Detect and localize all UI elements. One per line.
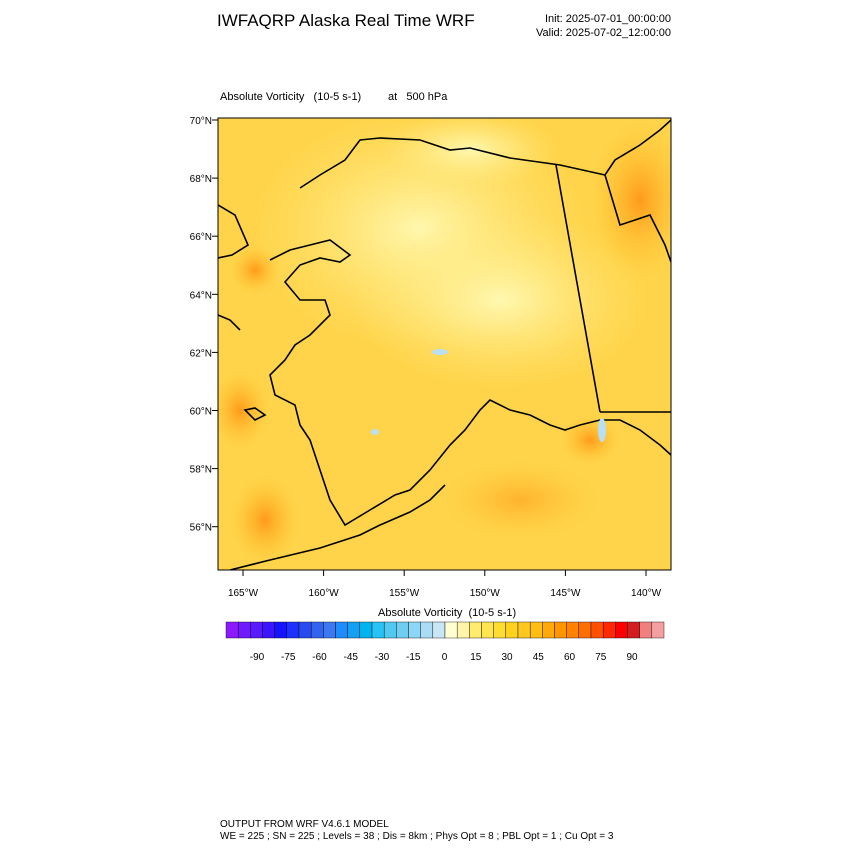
colorbar-label: -15 (406, 652, 421, 663)
colorbar-label: 75 (595, 652, 607, 663)
lat-label: 58°N (190, 465, 212, 476)
colorbar: -90 -75 -60 -45 -30 -15 0 15 30 45 60 75 90 (225, 621, 665, 663)
colorbar-box (517, 621, 531, 639)
lon-label: 140°W (631, 588, 662, 599)
colorbar-box (481, 621, 494, 639)
valid-time: Valid: 2025-07-02_12:00:00 (536, 27, 671, 39)
lat-label: 68°N (190, 174, 212, 185)
colorbar-box (262, 621, 275, 639)
colorbar-label: 60 (564, 652, 576, 663)
colorbar-box (444, 621, 458, 639)
map (218, 118, 671, 570)
colorbar-box (225, 621, 239, 639)
footer-line: OUTPUT FROM WRF V4.6.1 MODEL (220, 819, 389, 830)
colorbar-label: -30 (375, 652, 390, 663)
colorbar-box (505, 621, 519, 639)
title: IWFAQRP Alaska Real Time WRF (217, 11, 475, 30)
colorbar-label: 90 (626, 652, 638, 663)
lat-label: 56°N (190, 523, 212, 534)
colorbar-box (383, 621, 397, 639)
footer-line: WE = 225 ; SN = 225 ; Levels = 38 ; Dis … (220, 831, 614, 842)
colorbar-label: -75 (281, 652, 296, 663)
lat-label: 60°N (190, 407, 212, 418)
colorbar-box (335, 621, 348, 639)
colorbar-label: 0 (442, 652, 448, 663)
colorbar-box (396, 621, 409, 639)
colorbar-box (408, 621, 421, 639)
colorbar-label: 30 (501, 652, 513, 663)
colorbar-label: -90 (250, 652, 265, 663)
colorbar-label: 15 (470, 652, 482, 663)
colorbar-box (286, 621, 300, 639)
lat-label: 66°N (190, 232, 212, 243)
colorbar-label: -45 (344, 652, 359, 663)
colorbar-box (371, 621, 385, 639)
colorbar-box (615, 621, 628, 639)
colorbar-box (566, 621, 580, 639)
colorbar-box (578, 621, 592, 639)
colorbar-box (651, 621, 665, 639)
colorbar-box (469, 621, 482, 639)
field-level: at 500 hPa (388, 91, 448, 103)
lon-label: 165°W (228, 588, 259, 599)
colorbar-box (298, 621, 312, 639)
colorbar-box (529, 621, 543, 639)
colorbar-box (493, 621, 507, 639)
colorbar-box (590, 621, 604, 639)
colorbar-box (347, 621, 361, 639)
map-frame (217, 117, 672, 571)
colorbar-box (310, 621, 324, 639)
lon-label: 150°W (470, 588, 501, 599)
colorbar-box (554, 621, 567, 639)
lat-label: 62°N (190, 348, 212, 359)
lat-label: 64°N (190, 290, 212, 301)
colorbar-box (274, 621, 288, 639)
colorbar-label: 45 (533, 652, 545, 663)
colorbar-box (323, 621, 336, 639)
colorbar-box (237, 621, 251, 639)
colorbar-box (602, 621, 616, 639)
colorbar-box (542, 621, 555, 639)
lon-label: 155°W (389, 588, 420, 599)
lat-label: 70°N (190, 116, 212, 127)
colorbar-box (639, 621, 653, 639)
colorbar-box (420, 621, 434, 639)
colorbar-box (432, 621, 446, 639)
colorbar-box (627, 621, 640, 639)
colorbar-box (359, 621, 373, 639)
lon-label: 145°W (550, 588, 581, 599)
field-name: Absolute Vorticity (10-5 s-1) (220, 91, 361, 103)
colorbar-title: Absolute Vorticity (10-5 s-1) (378, 607, 516, 619)
colorbar-box (456, 621, 470, 639)
init-time: Init: 2025-07-01_00:00:00 (545, 13, 671, 25)
colorbar-label: -60 (312, 652, 327, 663)
lon-label: 160°W (309, 588, 340, 599)
colorbar-box (250, 621, 263, 639)
